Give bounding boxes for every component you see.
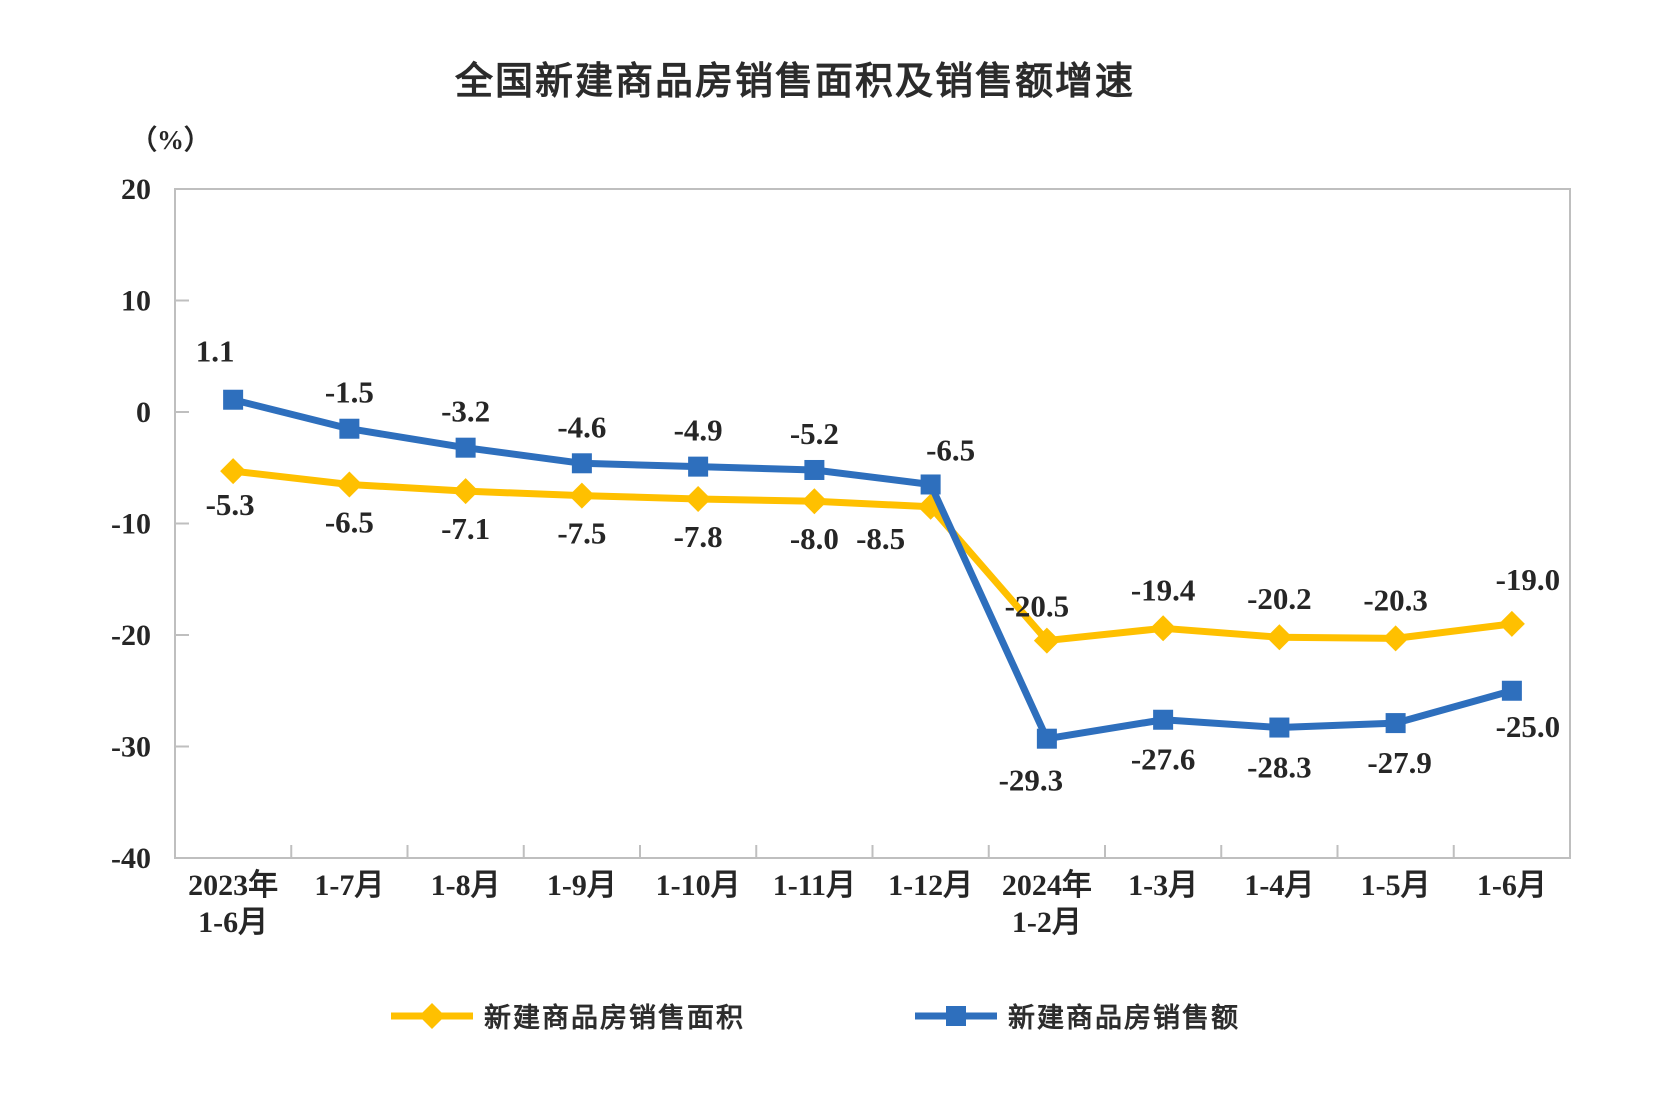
data-point-label: -20.3	[1363, 582, 1428, 617]
data-point-label: -28.3	[1247, 750, 1312, 785]
y-axis-tick-label: 0	[136, 396, 151, 429]
legend-swatch-sales-area	[391, 1002, 473, 1029]
square-marker-icon	[1153, 709, 1174, 730]
x-axis-category-label: 2023年	[188, 869, 278, 902]
data-point-label: -29.3	[999, 763, 1064, 798]
x-axis-category-label: 1-5月	[1361, 869, 1431, 902]
x-axis-category-label: 1-11月	[773, 869, 856, 902]
data-point-label: -19.0	[1496, 562, 1561, 597]
x-axis-category-label: 1-9月	[547, 869, 617, 902]
legend-label-sales-value: 新建商品房销售额	[1008, 1003, 1240, 1033]
y-axis-tick-label: 20	[121, 173, 151, 206]
x-axis-category-label: 1-10月	[656, 869, 741, 902]
x-axis-category-label: 1-8月	[431, 869, 501, 902]
y-axis-tick-label: 10	[121, 285, 151, 318]
y-axis-tick-label: -10	[111, 508, 151, 541]
square-marker-icon	[804, 459, 825, 480]
legend-square-marker-icon	[946, 1005, 966, 1026]
x-axis-category-label: 1-6月	[198, 906, 268, 939]
diamond-marker-icon	[336, 471, 363, 498]
data-point-label: -4.6	[557, 409, 606, 444]
square-marker-icon	[1385, 713, 1406, 734]
square-marker-icon	[1501, 680, 1522, 701]
square-marker-icon	[920, 474, 941, 495]
x-axis-category-label: 1-6月	[1477, 869, 1547, 902]
data-point-label: -27.6	[1131, 742, 1196, 777]
chart-title: 全国新建商品房销售面积及销售额增速	[454, 61, 1135, 103]
data-point-label: -20.5	[1005, 589, 1070, 624]
data-point-label: -7.5	[557, 516, 606, 551]
data-point-label: -20.2	[1247, 581, 1312, 616]
x-axis-category-label: 1-12月	[888, 869, 973, 902]
diamond-marker-icon	[1150, 615, 1177, 642]
diamond-marker-icon	[1266, 624, 1293, 651]
diamond-marker-icon	[1382, 625, 1409, 652]
data-point-label: -7.8	[674, 519, 723, 554]
y-axis-unit-label: （%）	[130, 125, 211, 155]
diamond-marker-icon	[685, 485, 712, 512]
legend-item-sales-area: 新建商品房销售面积	[388, 996, 745, 1035]
data-point-label: -1.5	[325, 375, 374, 410]
legend-item-sales-value: 新建商品房销售额	[912, 996, 1240, 1035]
x-axis-category-label: 1-4月	[1244, 869, 1314, 902]
square-marker-icon	[1036, 728, 1057, 749]
data-point-label: -25.0	[1496, 709, 1561, 744]
data-point-label: -7.1	[441, 511, 490, 546]
chart-legend: 新建商品房销售面积 新建商品房销售额	[388, 996, 1240, 1035]
data-point-label: -8.0	[790, 521, 839, 556]
data-point-label: -3.2	[441, 394, 490, 429]
series-line-1	[229, 396, 1516, 743]
square-marker-icon	[339, 418, 360, 439]
diamond-marker-icon	[801, 488, 828, 515]
legend-swatch-sales-value	[915, 1005, 997, 1026]
y-axis-tick-label: -40	[111, 842, 151, 875]
x-axis-category-label: 1-3月	[1128, 869, 1198, 902]
data-point-label: -5.2	[790, 416, 839, 451]
y-axis-tick-label: -30	[111, 731, 151, 764]
diamond-marker-icon	[1033, 627, 1060, 654]
square-marker-icon	[688, 456, 709, 477]
data-point-label: -4.9	[674, 413, 723, 448]
square-marker-icon	[571, 453, 592, 474]
x-axis-category-label: 1-2月	[1012, 906, 1082, 939]
legend-label-sales-area: 新建商品房销售面积	[484, 1003, 745, 1033]
legend-diamond-marker-icon	[419, 1002, 445, 1029]
data-point-label: -5.3	[206, 487, 255, 522]
data-point-label: -6.5	[926, 432, 975, 467]
diamond-marker-icon	[1498, 610, 1525, 637]
diamond-marker-icon	[452, 478, 479, 505]
data-point-label: 1.1	[196, 334, 235, 369]
square-marker-icon	[1269, 717, 1290, 738]
square-marker-icon	[455, 437, 476, 458]
data-point-label: -19.4	[1131, 572, 1196, 607]
data-point-label: -8.5	[856, 521, 905, 556]
x-axis-category-label: 1-7月	[314, 869, 384, 902]
diamond-marker-icon	[220, 458, 247, 485]
data-point-label: -27.9	[1367, 745, 1432, 780]
y-axis-tick-label: -20	[111, 619, 151, 652]
data-point-label: -6.5	[325, 504, 374, 539]
series-line-0	[229, 467, 1516, 645]
x-axis-category-label: 2024年	[1002, 869, 1092, 902]
square-marker-icon	[223, 389, 244, 410]
diamond-marker-icon	[568, 482, 595, 509]
